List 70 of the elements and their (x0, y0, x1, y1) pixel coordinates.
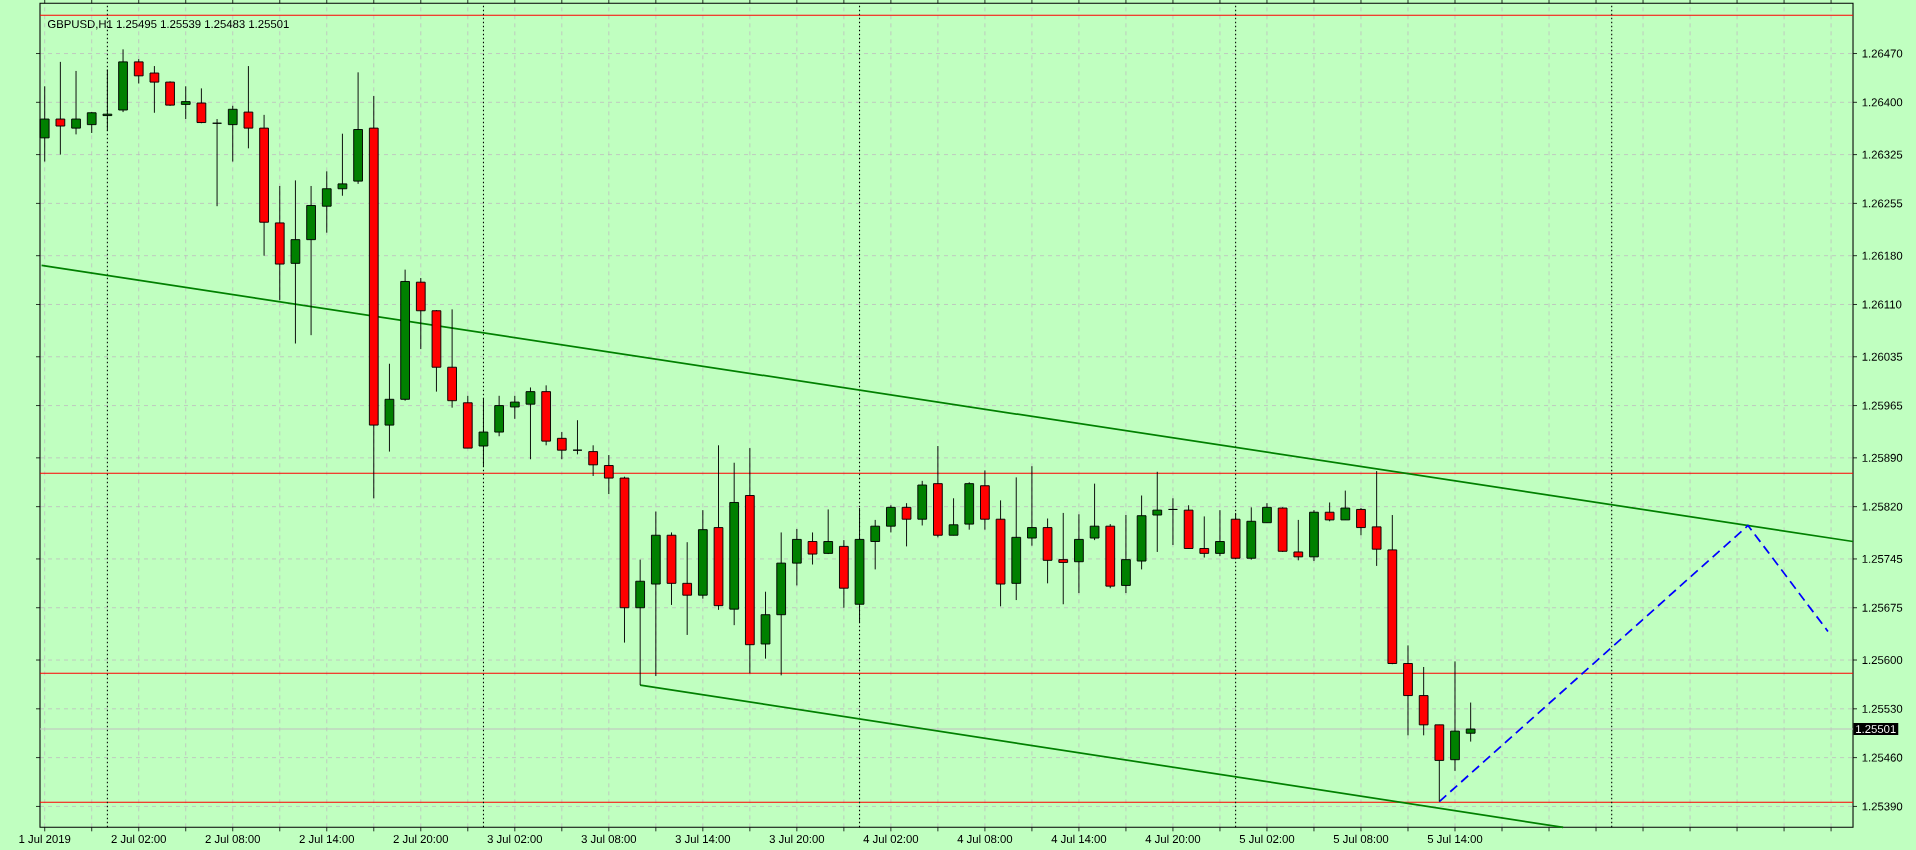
x-tick-label: 2 Jul 14:00 (299, 834, 355, 844)
x-tick-label: 3 Jul 08:00 (581, 834, 637, 844)
y-tick-label: 1.26035 (1862, 352, 1903, 361)
x-tick-label: 3 Jul 02:00 (487, 834, 543, 844)
candlestick (180, 85, 191, 120)
candlestick (86, 111, 97, 134)
y-tick-label: 1.26255 (1862, 199, 1903, 208)
y-tick-label: 1.25820 (1862, 502, 1903, 511)
candlestick (525, 386, 536, 460)
ref-line-label: 1.25501 (1856, 725, 1896, 734)
candlestick (1465, 702, 1476, 743)
candlestick (243, 65, 254, 149)
candlestick (509, 395, 520, 420)
y-tick-label: 1.25675 (1862, 603, 1903, 612)
candlestick (1199, 515, 1210, 559)
candlestick (149, 65, 160, 114)
y-tick-label: 1.25530 (1862, 704, 1903, 713)
candlestick (71, 70, 81, 135)
candlestick (901, 502, 912, 547)
candlestick (948, 497, 959, 536)
x-tick-label: 5 Jul 08:00 (1333, 834, 1389, 844)
candlestick (1262, 502, 1272, 524)
y-tick-label: 1.25745 (1862, 554, 1903, 563)
y-tick-label: 1.25460 (1862, 753, 1903, 762)
candlestick (886, 504, 896, 533)
x-tick-label: 4 Jul 02:00 (863, 834, 919, 844)
candlestick (556, 431, 567, 460)
y-tick-label: 1.25965 (1862, 401, 1903, 410)
x-tick-label: 1 Jul 2019 (19, 834, 71, 844)
y-tick-label: 1.26110 (1862, 300, 1902, 309)
candlestick (1340, 490, 1351, 521)
candlestick (1058, 512, 1069, 605)
x-tick-label: 4 Jul 14:00 (1051, 834, 1107, 844)
y-tick-label: 1.25890 (1862, 453, 1903, 462)
candlestick (682, 541, 693, 636)
y-tick-label: 1.25390 (1862, 802, 1903, 811)
candlestick (870, 519, 881, 570)
candlestick (102, 69, 113, 132)
x-tick-label: 5 Jul 14:00 (1427, 834, 1483, 844)
candlestick (1089, 483, 1100, 541)
text: GBPUSD,H1 1.25495 1.25539 1.25483 1.25501 (47, 20, 289, 30)
y-tick-label: 1.26400 (1862, 98, 1903, 107)
candlestick (55, 61, 66, 156)
candlestick (1293, 519, 1304, 561)
y-tick-label: 1.26470 (1862, 49, 1903, 58)
candlestick (133, 58, 144, 84)
candlestick (165, 80, 175, 107)
candlestick (227, 105, 238, 163)
candlestick (1356, 507, 1366, 536)
candlestick (337, 133, 348, 197)
x-tick-label: 3 Jul 20:00 (769, 834, 825, 844)
candlestick (1027, 465, 1037, 547)
x-tick-label: 5 Jul 02:00 (1239, 834, 1295, 844)
x-tick-label: 4 Jul 08:00 (957, 834, 1013, 844)
y-tick-label: 1.26180 (1862, 251, 1903, 260)
x-tick-label: 3 Jul 14:00 (675, 834, 731, 844)
x-tick-label: 2 Jul 08:00 (205, 834, 260, 844)
y-tick-label: 1.25600 (1862, 656, 1903, 665)
candlestick (1152, 471, 1163, 553)
candlestick (321, 170, 332, 234)
x-tick-label: 4 Jul 20:00 (1145, 834, 1201, 844)
x-tick-label: 2 Jul 20:00 (393, 834, 449, 844)
candlestick (807, 531, 818, 565)
candlestick (792, 528, 802, 586)
candlestick (1215, 509, 1225, 557)
candlestick (196, 87, 207, 124)
candlestick (823, 508, 834, 555)
y-tick-label: 1.26325 (1862, 150, 1903, 159)
x-tick-label: 2 Jul 02:00 (111, 834, 166, 844)
candlestick (1074, 513, 1084, 594)
